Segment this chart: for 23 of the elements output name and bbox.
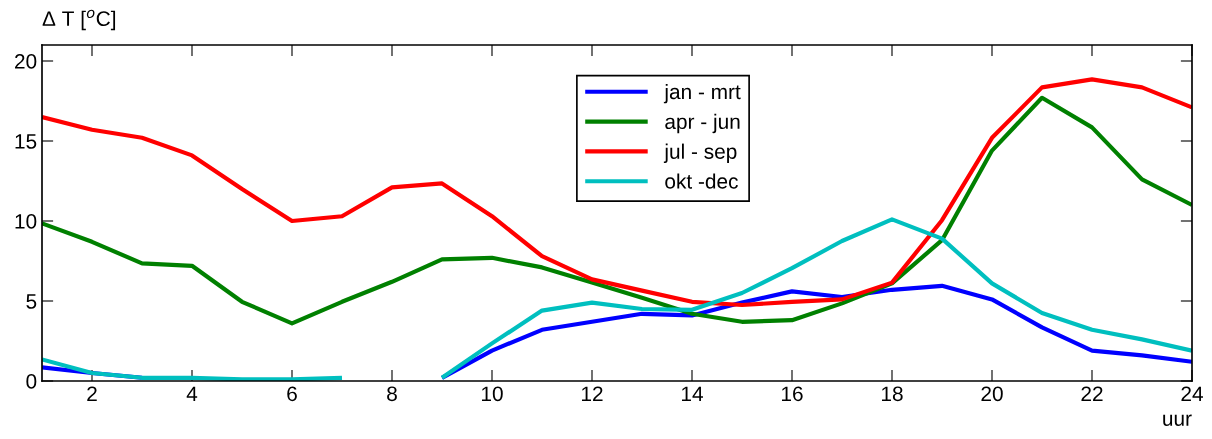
x-tick-label: 24 — [1181, 386, 1203, 401]
x-tick-label: 20 — [981, 386, 1003, 402]
x-tick-label: 2 — [87, 386, 97, 401]
y-axis-title: Δ T [$^{o}$C] — [42, 9, 116, 31]
y-tick-label: 5 — [26, 294, 37, 309]
legend-label: jan - mrt — [663, 83, 741, 104]
x-tick-label: 18 — [882, 386, 903, 402]
y-tick-label: 10 — [15, 214, 37, 229]
legend-label: okt -dec — [665, 173, 738, 189]
x-tick-label: 22 — [1081, 386, 1103, 401]
x-tick-label: 16 — [782, 386, 803, 402]
legend-label: jul - sep — [663, 143, 737, 164]
x-tick-label: 8 — [387, 386, 397, 402]
x-axis-title: uur — [1163, 414, 1192, 426]
x-tick-label: 6 — [287, 386, 297, 402]
legend-label: apr - jun — [665, 113, 740, 134]
y-tick-label: 20 — [15, 54, 37, 69]
y-tick-label: 0 — [26, 374, 37, 389]
x-tick-label: 4 — [186, 386, 198, 401]
y-tick-label: 15 — [15, 134, 37, 149]
x-tick-label: 10 — [482, 386, 503, 402]
x-tick-label: 14 — [682, 386, 703, 401]
x-tick-label: 12 — [582, 386, 603, 401]
